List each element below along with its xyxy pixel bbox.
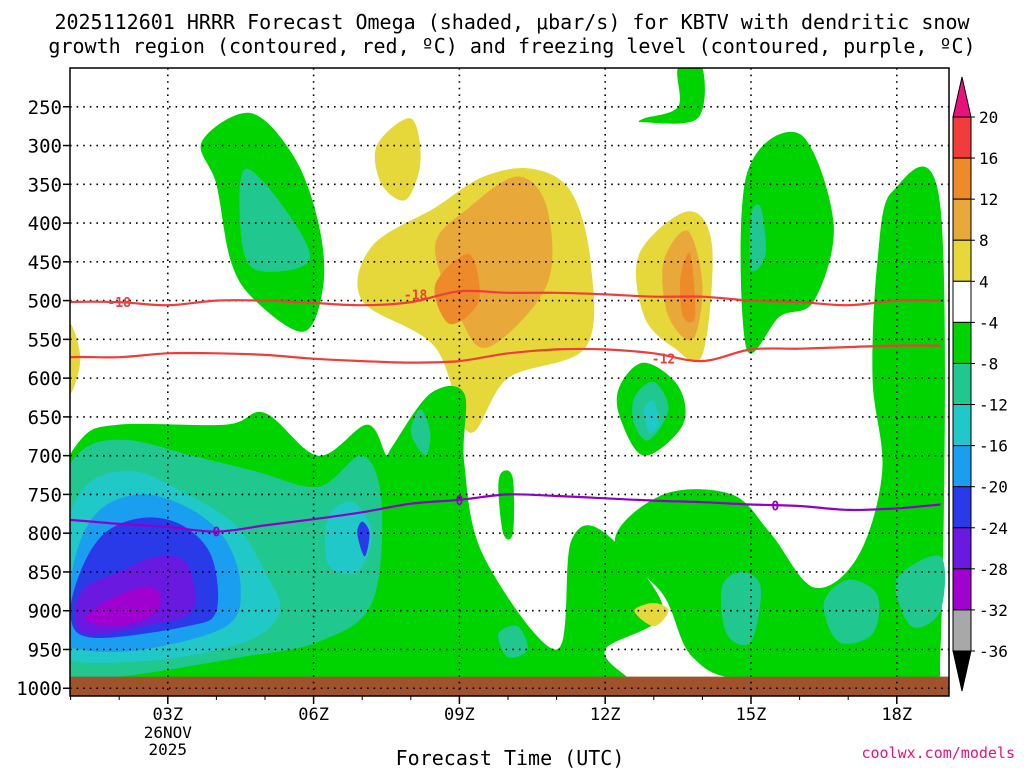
colorbar-bin--12--8 [952, 362, 972, 406]
colorbar-label-8: -16 [979, 437, 1008, 456]
x-tick-label-06Z: 06Z [298, 705, 329, 725]
colorbar-bin--16--12 [952, 404, 972, 447]
y-tick-label-600: 600 [28, 368, 62, 390]
omega-region-lower-right-core-3 [895, 555, 946, 628]
y-tick-label-650: 650 [28, 407, 62, 429]
y-tick-label-250: 250 [28, 97, 62, 119]
colorbar-bin--28--24 [952, 527, 972, 570]
omega-region-low-rising-right [614, 166, 945, 694]
chart-title-line-1: 2025112601 HRRR Forecast Omega (shaded, … [54, 10, 970, 34]
colorbar-label-9: -20 [979, 478, 1008, 497]
plot-frame [69, 67, 950, 697]
colorbar-bin-8-12 [952, 198, 972, 241]
colorbar: 20 16 12 8 4 -4 -8 -12 -16 -20 -24 -28 -32 -36 [952, 76, 1008, 692]
x-tick-label-15Z: 15Z [736, 705, 767, 725]
temperature-contours [70, 289, 941, 533]
omega-region-upper-rising-right [740, 131, 834, 354]
colorbar-arrow-up [952, 76, 972, 118]
date-label-day: 26NOV [144, 723, 193, 742]
omega-region-lower-right-core-2 [823, 579, 880, 644]
x-tick-label-09Z: 09Z [444, 705, 475, 725]
contour-label-1: -18 [404, 288, 428, 303]
colorbar-label-11: -28 [979, 560, 1008, 579]
colorbar-label-10: -24 [979, 519, 1008, 538]
colorbar-label-13: -36 [979, 642, 1008, 661]
colorbar-bin--20--16 [952, 445, 972, 488]
x-tick-label-12Z: 12Z [590, 705, 621, 725]
terrain-fill [70, 676, 949, 696]
omega-region-upper-rising-right-core [749, 204, 766, 272]
colorbar-bin--24--20 [952, 486, 972, 529]
omega-region-upper-sinking-patch [374, 118, 421, 201]
chart-title-line-2: growth region (contoured, red, ºC) and f… [48, 34, 975, 58]
x-axis-label: Forecast Time (UTC) [396, 746, 625, 768]
colorbar-bin--8--4 [952, 321, 972, 364]
contour-label-2: -12 [652, 353, 675, 368]
omega-region-upper-rising-left-core [239, 168, 310, 272]
y-tick-label-500: 500 [28, 291, 62, 313]
omega-region-low-rising-l3b [324, 501, 372, 575]
omega-region-low-right-sink [634, 603, 669, 627]
colorbar-bin-12-16 [952, 157, 972, 200]
colorbar-bin--4-4 [952, 280, 972, 323]
contour-freezing-level [70, 493, 941, 533]
contour-dgz-minus18 [70, 289, 941, 307]
omega-region-mid-sinking-peak [434, 253, 480, 325]
colorbar-label-1: 16 [979, 149, 998, 168]
x-tick-label-03Z: 03Z [152, 705, 183, 725]
colorbar-label-2: 12 [979, 190, 998, 209]
y-tick-label-300: 300 [28, 136, 62, 158]
date-label-year: 2025 [149, 740, 188, 759]
colorbar-label-4: 4 [979, 272, 989, 291]
omega-region-right-sinking-peak [680, 252, 696, 323]
omega-region-low-rising-spot-blue [357, 521, 370, 557]
contour-labels: -18 -18 -12 0 0 0 [107, 288, 779, 541]
colorbar-label-6: -8 [979, 354, 998, 373]
y-tick-label-700: 700 [28, 446, 62, 468]
y-tick-label-450: 450 [28, 252, 62, 274]
y-tick-label-950: 950 [28, 639, 62, 661]
y-tick-label-1000: 1000 [16, 678, 62, 700]
omega-shaded-regions [70, 68, 946, 694]
y-tick-label-900: 900 [28, 601, 62, 623]
colorbar-bin--32--28 [952, 568, 972, 611]
colorbar-bin--36--32 [952, 609, 972, 652]
omega-region-small-rising-spot-2 [410, 409, 431, 456]
contour-label-0: -18 [107, 296, 131, 311]
colorbar-label-12: -32 [979, 601, 1008, 620]
y-tick-label-850: 850 [28, 562, 62, 584]
colorbar-arrow-down [952, 650, 972, 692]
credit-text: coolwx.com/models [861, 744, 1015, 762]
contour-label-5: 0 [771, 499, 779, 514]
y-tick-label-350: 350 [28, 174, 62, 196]
omega-region-low-rising-l7 [85, 586, 161, 627]
colorbar-label-7: -12 [979, 396, 1008, 415]
colorbar-bin-16-20 [952, 116, 972, 159]
colorbar-bin-4-8 [952, 239, 972, 282]
omega-region-top-rising-strip [638, 68, 705, 124]
colorbar-label-0: 20 [979, 108, 998, 127]
colorbar-label-3: 8 [979, 231, 989, 250]
colorbar-label-5: -4 [979, 313, 998, 332]
y-tick-label-800: 800 [28, 523, 62, 545]
contour-dgz-minus12 [70, 344, 941, 364]
omega-region-left-sinking-blob [70, 323, 81, 394]
contour-label-3: 0 [212, 526, 220, 541]
contour-label-4: 0 [455, 494, 463, 509]
x-axis-ticks: 03Z 06Z 09Z 12Z 15Z 18Z [70, 696, 912, 725]
terrain-layer [70, 676, 949, 696]
x-tick-label-18Z: 18Z [881, 705, 912, 725]
omega-region-small-rising-spot [498, 470, 515, 540]
y-tick-label-550: 550 [28, 329, 62, 351]
y-tick-label-750: 750 [28, 484, 62, 506]
y-tick-label-400: 400 [28, 213, 62, 235]
y-axis-ticks: 250 300 350 400 450 500 550 600 650 700 750 800 850 9… [16, 97, 70, 700]
